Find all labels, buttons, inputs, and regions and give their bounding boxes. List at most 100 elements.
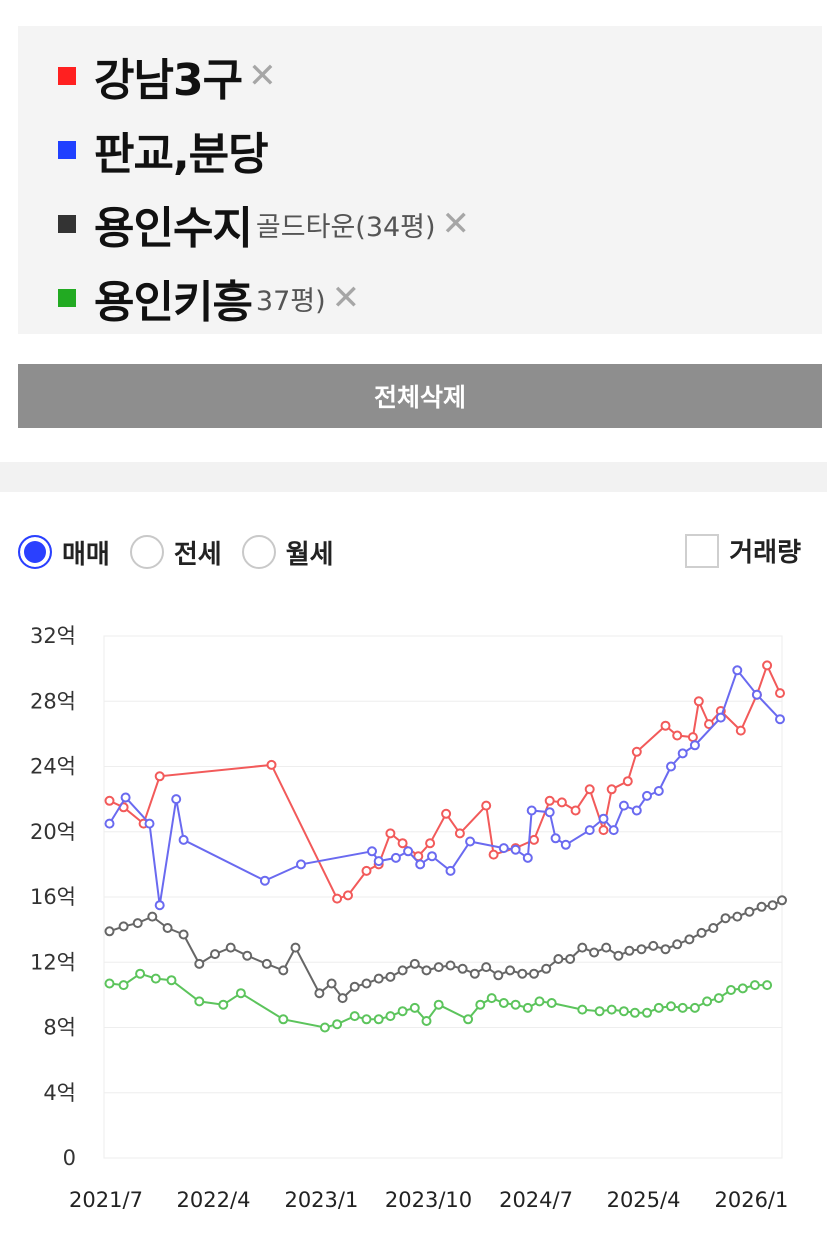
data-point[interactable]	[415, 859, 426, 870]
data-point[interactable]	[689, 1002, 700, 1013]
data-point[interactable]	[361, 1014, 372, 1025]
data-point[interactable]	[409, 1002, 420, 1013]
data-point[interactable]	[777, 895, 787, 906]
data-point[interactable]	[118, 921, 129, 932]
data-point[interactable]	[373, 856, 384, 867]
data-point[interactable]	[178, 834, 189, 845]
data-point[interactable]	[653, 1002, 664, 1013]
data-point[interactable]	[259, 875, 270, 886]
data-point[interactable]	[397, 838, 408, 849]
data-point[interactable]	[278, 965, 289, 976]
data-point[interactable]	[550, 833, 561, 844]
data-point[interactable]	[433, 999, 444, 1010]
data-point[interactable]	[194, 996, 205, 1007]
data-point[interactable]	[463, 1014, 474, 1025]
data-point[interactable]	[689, 740, 700, 751]
data-point[interactable]	[427, 851, 437, 862]
radio-unselected-icon[interactable]	[241, 535, 276, 569]
data-point[interactable]	[454, 828, 465, 839]
data-point[interactable]	[762, 660, 773, 671]
data-point[interactable]	[475, 999, 486, 1010]
data-point[interactable]	[162, 923, 173, 933]
data-point[interactable]	[732, 911, 743, 922]
data-point[interactable]	[577, 942, 588, 953]
data-point[interactable]	[171, 794, 182, 805]
data-point[interactable]	[210, 949, 220, 960]
data-point[interactable]	[373, 973, 384, 984]
data-point[interactable]	[510, 999, 521, 1010]
data-point[interactable]	[166, 975, 177, 986]
data-point[interactable]	[672, 939, 683, 950]
data-point[interactable]	[618, 800, 629, 811]
data-point[interactable]	[409, 958, 420, 969]
data-point[interactable]	[445, 960, 456, 971]
data-point[interactable]	[397, 1006, 408, 1017]
data-point[interactable]	[225, 942, 236, 953]
data-point[interactable]	[147, 911, 158, 922]
data-point[interactable]	[541, 963, 552, 974]
data-point[interactable]	[618, 1006, 629, 1017]
data-point[interactable]	[218, 999, 229, 1010]
remove-icon[interactable]: ✕	[331, 278, 361, 318]
data-point[interactable]	[584, 825, 595, 836]
data-point[interactable]	[403, 846, 414, 857]
data-point[interactable]	[332, 1019, 343, 1030]
data-point[interactable]	[775, 688, 785, 699]
data-point[interactable]	[696, 927, 707, 938]
data-point[interactable]	[687, 732, 698, 743]
data-point[interactable]	[556, 797, 567, 808]
data-point[interactable]	[332, 893, 343, 904]
data-point[interactable]	[529, 834, 539, 845]
data-point[interactable]	[660, 944, 671, 955]
remove-icon[interactable]: ✕	[441, 204, 471, 244]
data-point[interactable]	[589, 947, 600, 958]
data-point[interactable]	[118, 980, 129, 991]
data-point[interactable]	[154, 771, 165, 782]
data-point[interactable]	[421, 965, 432, 976]
data-point[interactable]	[631, 746, 642, 757]
data-point[interactable]	[278, 1014, 289, 1025]
data-point[interactable]	[290, 942, 301, 953]
data-point[interactable]	[397, 965, 408, 976]
data-point[interactable]	[642, 790, 652, 801]
data-point[interactable]	[594, 1006, 605, 1017]
data-point[interactable]	[486, 993, 497, 1004]
radio-selected-icon[interactable]	[18, 535, 52, 569]
data-point[interactable]	[385, 971, 396, 982]
data-point[interactable]	[242, 950, 253, 961]
data-point[interactable]	[751, 689, 762, 700]
data-point[interactable]	[598, 825, 609, 836]
data-point[interactable]	[421, 1016, 432, 1026]
data-point[interactable]	[367, 846, 377, 857]
data-point[interactable]	[715, 712, 726, 723]
data-point[interactable]	[677, 1002, 688, 1013]
radio-unselected-icon[interactable]	[129, 535, 164, 569]
data-point[interactable]	[756, 901, 767, 912]
data-point[interactable]	[544, 807, 555, 818]
radio-sale[interactable]: 매매	[18, 534, 110, 571]
data-point[interactable]	[601, 942, 612, 953]
volume-checkbox[interactable]	[685, 533, 720, 568]
data-point[interactable]	[425, 838, 436, 849]
data-point[interactable]	[319, 1022, 330, 1033]
data-point[interactable]	[629, 1007, 640, 1018]
delete-all-button[interactable]: 전체삭제	[18, 364, 822, 428]
data-point[interactable]	[385, 1011, 396, 1022]
data-point[interactable]	[120, 792, 131, 803]
data-point[interactable]	[660, 720, 671, 731]
data-point[interactable]	[194, 958, 205, 969]
data-point[interactable]	[606, 784, 617, 795]
data-point[interactable]	[337, 993, 348, 1004]
data-point[interactable]	[606, 1004, 617, 1015]
data-point[interactable]	[677, 748, 688, 759]
data-point[interactable]	[235, 988, 246, 999]
data-point[interactable]	[544, 795, 555, 806]
data-point[interactable]	[767, 900, 778, 911]
data-point[interactable]	[598, 813, 609, 824]
data-point[interactable]	[720, 913, 731, 924]
data-point[interactable]	[624, 945, 635, 956]
data-point[interactable]	[441, 808, 452, 819]
data-point[interactable]	[732, 665, 743, 676]
data-point[interactable]	[565, 954, 576, 964]
data-point[interactable]	[261, 958, 272, 969]
